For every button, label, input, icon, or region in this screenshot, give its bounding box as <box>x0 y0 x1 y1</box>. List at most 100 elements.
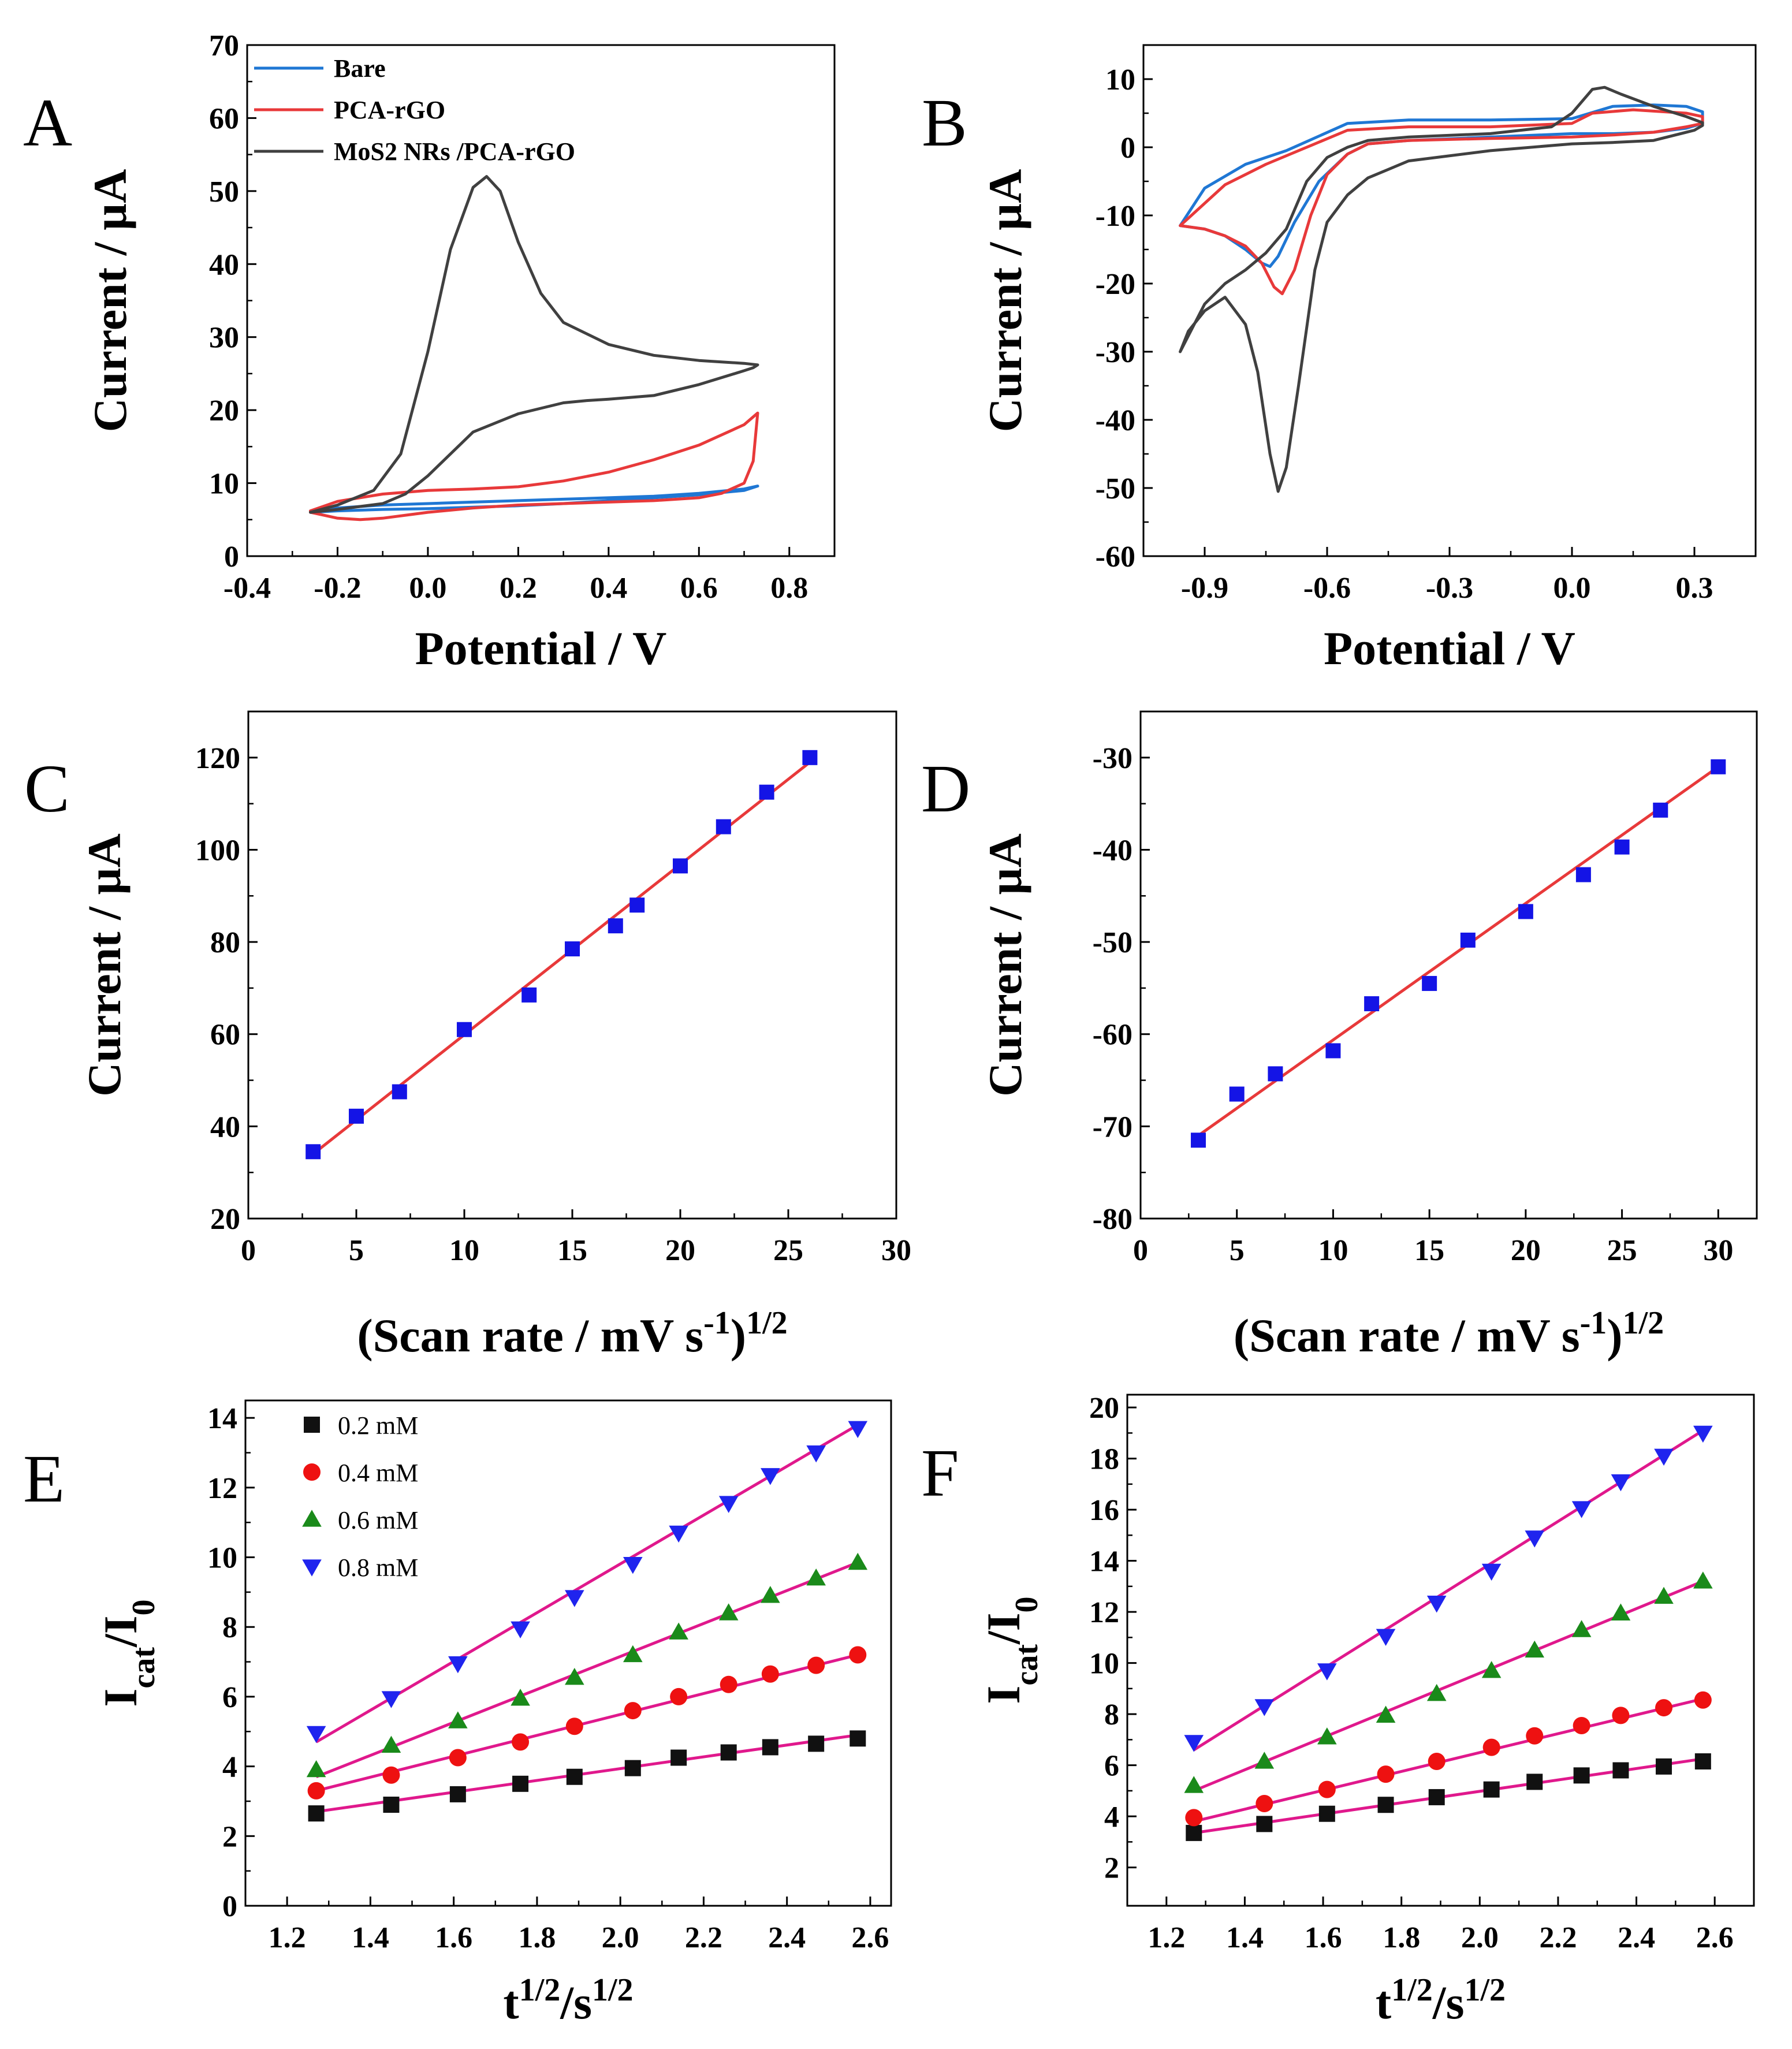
y-tick-label-e: 0 <box>222 1890 237 1923</box>
data-point-f-1 <box>1377 1765 1395 1783</box>
y-tick-label-e: 12 <box>207 1472 237 1505</box>
data-point-e-1 <box>565 1718 583 1735</box>
legend-marker-e-3 <box>302 1559 322 1577</box>
x-tick-label-b: -0.3 <box>1426 572 1473 605</box>
x-tick-label-a: 0.2 <box>500 572 537 605</box>
series-line-b-0 <box>1179 103 1704 268</box>
data-point-e-3 <box>565 1590 584 1607</box>
data-point-f-1 <box>1185 1809 1203 1827</box>
x-axis-title-b: Potential / V <box>1324 622 1575 675</box>
data-point-e-1 <box>449 1749 467 1767</box>
data-point-e-2 <box>448 1711 468 1728</box>
data-point-e-2 <box>718 1603 739 1620</box>
data-point-f-0 <box>1694 1753 1711 1769</box>
data-point-f-1 <box>1612 1707 1630 1724</box>
x-tick-label-a: 0.0 <box>409 572 446 605</box>
data-point-e-2 <box>848 1552 868 1570</box>
data-point-c <box>349 1108 364 1124</box>
data-point-f-0 <box>1656 1758 1672 1775</box>
y-tick-label-d: -70 <box>1093 1111 1132 1143</box>
data-point-f-1 <box>1655 1699 1673 1717</box>
data-point-e-1 <box>849 1646 867 1664</box>
data-point-e-2 <box>565 1667 584 1685</box>
series-line-b-2 <box>1179 85 1704 493</box>
x-tick-label-e: 1.2 <box>269 1921 306 1954</box>
data-point-f-1 <box>1255 1795 1273 1812</box>
panel-letter-e: E <box>23 1441 65 1517</box>
fit-line-c <box>312 761 811 1156</box>
data-point-e-3 <box>718 1496 739 1513</box>
y-tick-label-e: 8 <box>222 1611 237 1644</box>
data-point-d <box>1575 867 1591 882</box>
y-tick-label-f: 20 <box>1089 1392 1119 1425</box>
y-tick-label-d: -80 <box>1093 1203 1132 1236</box>
data-point-c <box>629 897 645 913</box>
x-tick-label-c: 15 <box>557 1234 587 1267</box>
y-axis-title-d: Current / µA <box>979 833 1031 1097</box>
data-point-c <box>716 819 731 834</box>
y-tick-label-e: 10 <box>207 1542 237 1575</box>
y-tick-label-a: 0 <box>224 541 239 573</box>
x-tick-label-d: 10 <box>1318 1234 1348 1267</box>
data-point-e-2 <box>806 1568 826 1586</box>
data-point-f-3 <box>1571 1501 1592 1518</box>
x-tick-label-a: -0.2 <box>314 572 361 605</box>
y-tick-label-f: 6 <box>1104 1750 1119 1783</box>
x-tick-label-c: 0 <box>241 1234 256 1267</box>
data-point-f-3 <box>1693 1425 1713 1443</box>
data-point-d <box>1191 1132 1206 1148</box>
data-point-e-0 <box>762 1739 778 1756</box>
y-tick-label-b: -40 <box>1096 404 1135 437</box>
x-axis-title-c: (Scan rate / mV s-1)1/2 <box>357 1305 787 1362</box>
data-point-e-3 <box>848 1421 868 1439</box>
data-point-f-3 <box>1317 1663 1337 1681</box>
plot-frame-c <box>247 710 897 1220</box>
data-point-c <box>673 858 688 874</box>
legend-label-e-3: 0.8 mM <box>338 1553 418 1582</box>
x-axis-title-e: t1/2/s1/2 <box>503 1972 633 2029</box>
data-point-c <box>802 750 818 765</box>
panel-letter-c: C <box>24 751 70 826</box>
series-line-b-1 <box>1179 108 1704 296</box>
y-tick-label-f: 8 <box>1104 1698 1119 1731</box>
data-point-f-3 <box>1481 1563 1502 1581</box>
plot-frame-d <box>1139 710 1758 1220</box>
data-point-f-1 <box>1482 1738 1500 1756</box>
x-tick-label-e: 1.8 <box>518 1921 556 1954</box>
data-point-f-1 <box>1526 1727 1544 1745</box>
data-point-c <box>457 1022 472 1037</box>
plot-area-c <box>306 750 818 1160</box>
data-point-f-0 <box>1428 1789 1445 1805</box>
data-point-e-2 <box>381 1735 401 1753</box>
series-line-a-2 <box>309 175 759 514</box>
data-point-f-3 <box>1376 1629 1396 1646</box>
data-point-c <box>608 918 623 934</box>
x-tick-label-f: 1.2 <box>1148 1921 1185 1954</box>
y-tick-label-d: -30 <box>1093 742 1132 775</box>
data-point-c <box>565 941 580 957</box>
x-tick-label-c: 5 <box>349 1234 364 1267</box>
y-tick-label-f: 10 <box>1089 1648 1119 1681</box>
legend-label-e-2: 0.6 mM <box>338 1506 418 1534</box>
panel-a: -0.4 -0.2 0.0 0.2 0.4 0.6 0.8 0 10 20 30 40 50 60 70 AC… <box>23 29 836 675</box>
y-tick-label-b: -20 <box>1096 268 1135 301</box>
data-point-f-0 <box>1526 1774 1543 1790</box>
y-axis-title-b: Current / µA <box>979 169 1031 433</box>
y-tick-label-a: 50 <box>209 176 239 208</box>
data-point-d <box>1422 975 1437 991</box>
y-axis-title-a: Current / µA <box>84 169 136 433</box>
x-tick-label-c: 25 <box>773 1234 803 1267</box>
y-tick-label-f: 4 <box>1104 1801 1119 1834</box>
y-tick-label-e: 2 <box>222 1820 237 1853</box>
y-tick-label-e: 4 <box>222 1751 237 1784</box>
data-point-f-2 <box>1426 1683 1447 1701</box>
x-axis-title-a: Potential / V <box>415 622 667 675</box>
plot-area-d <box>1191 759 1726 1148</box>
data-point-e-1 <box>382 1766 400 1784</box>
data-point-f-0 <box>1612 1762 1629 1779</box>
x-tick-label-e: 2.4 <box>768 1921 806 1954</box>
x-tick-label-b: -0.6 <box>1303 572 1351 605</box>
data-point-f-0 <box>1256 1816 1273 1832</box>
panel-letter-b: B <box>922 85 967 161</box>
x-tick-label-e: 1.4 <box>352 1921 389 1954</box>
